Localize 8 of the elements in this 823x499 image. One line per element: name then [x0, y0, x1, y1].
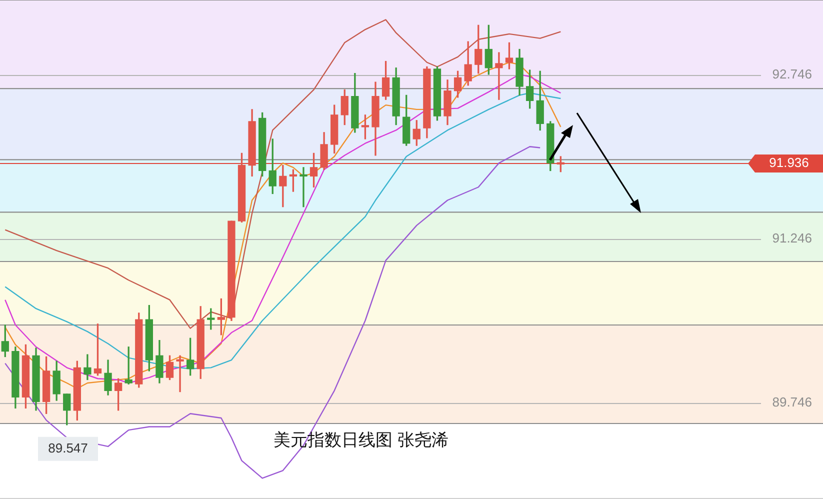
ref-line-label: 91.936: [769, 155, 809, 170]
annotation: 89.547: [48, 440, 88, 456]
candlestick: [176, 355, 184, 392]
candlestick: [300, 167, 308, 208]
y-tick-label: 92.746: [772, 66, 812, 82]
y-tick-label: 91.246: [772, 230, 812, 246]
candlestick: [495, 52, 503, 100]
y-tick-label: 89.746: [772, 394, 812, 410]
